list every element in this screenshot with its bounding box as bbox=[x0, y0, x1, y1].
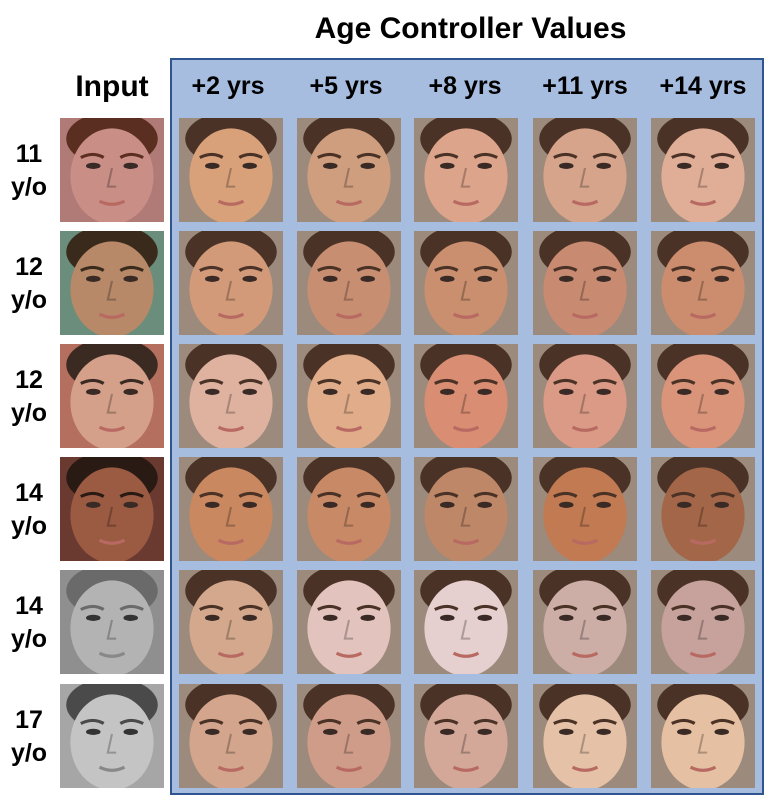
aged-face-image bbox=[651, 231, 755, 335]
aged-face-image bbox=[179, 344, 283, 448]
age-unit: y/o bbox=[10, 173, 48, 201]
aged-face-image bbox=[533, 457, 637, 561]
age-number: 11 bbox=[15, 140, 43, 168]
aged-face-image bbox=[179, 118, 283, 222]
aged-face-image bbox=[651, 570, 755, 674]
age-label: 11 y/o bbox=[0, 138, 58, 204]
age-label: 12 y/o bbox=[0, 364, 58, 430]
aged-face-image bbox=[533, 570, 637, 674]
age-unit: y/o bbox=[10, 399, 48, 427]
age-label: 14 y/o bbox=[0, 590, 58, 656]
column-header: +5 yrs bbox=[309, 72, 383, 100]
age-number: 14 bbox=[15, 592, 43, 620]
aged-face-image bbox=[651, 344, 755, 448]
aged-face-image bbox=[414, 231, 518, 335]
aged-face-image bbox=[414, 684, 518, 788]
age-number: 17 bbox=[15, 706, 43, 734]
age-unit: y/o bbox=[10, 739, 48, 767]
input-face-image bbox=[60, 344, 164, 448]
aged-face-image bbox=[533, 344, 637, 448]
aged-face-image bbox=[414, 570, 518, 674]
aged-face-image bbox=[297, 344, 401, 448]
aged-face-image bbox=[533, 118, 637, 222]
aged-face-image bbox=[651, 118, 755, 222]
column-header: +2 yrs bbox=[191, 72, 265, 100]
aged-face-image bbox=[533, 684, 637, 788]
aged-face-image bbox=[297, 570, 401, 674]
age-unit: y/o bbox=[10, 625, 48, 653]
aged-face-image bbox=[179, 684, 283, 788]
age-label: 17 y/o bbox=[0, 704, 58, 770]
column-header: +11 yrs bbox=[542, 72, 628, 100]
input-face-image bbox=[60, 684, 164, 788]
aged-face-image bbox=[414, 118, 518, 222]
age-number: 12 bbox=[15, 366, 43, 394]
aged-face-image bbox=[179, 457, 283, 561]
aged-face-image bbox=[179, 570, 283, 674]
aged-face-image bbox=[533, 231, 637, 335]
aged-face-image bbox=[651, 684, 755, 788]
age-unit: y/o bbox=[10, 286, 48, 314]
input-face-image bbox=[60, 570, 164, 674]
age-number: 14 bbox=[15, 479, 43, 507]
aged-face-image bbox=[651, 457, 755, 561]
input-face-image bbox=[60, 118, 164, 222]
aged-face-image bbox=[297, 231, 401, 335]
figure-title: Age Controller Values bbox=[314, 12, 627, 45]
aged-face-image bbox=[179, 231, 283, 335]
aged-face-image bbox=[297, 684, 401, 788]
age-number: 12 bbox=[15, 253, 43, 281]
aged-face-image bbox=[297, 118, 401, 222]
column-header: +14 yrs bbox=[659, 72, 747, 100]
age-unit: y/o bbox=[10, 512, 48, 540]
aged-face-image bbox=[414, 457, 518, 561]
age-label: 14 y/o bbox=[0, 477, 58, 543]
input-face-image bbox=[60, 457, 164, 561]
aged-face-image bbox=[297, 457, 401, 561]
aged-face-image bbox=[414, 344, 518, 448]
input-face-image bbox=[60, 231, 164, 335]
column-header: +8 yrs bbox=[428, 72, 502, 100]
age-label: 12 y/o bbox=[0, 251, 58, 317]
input-column-header: Input bbox=[75, 70, 149, 103]
